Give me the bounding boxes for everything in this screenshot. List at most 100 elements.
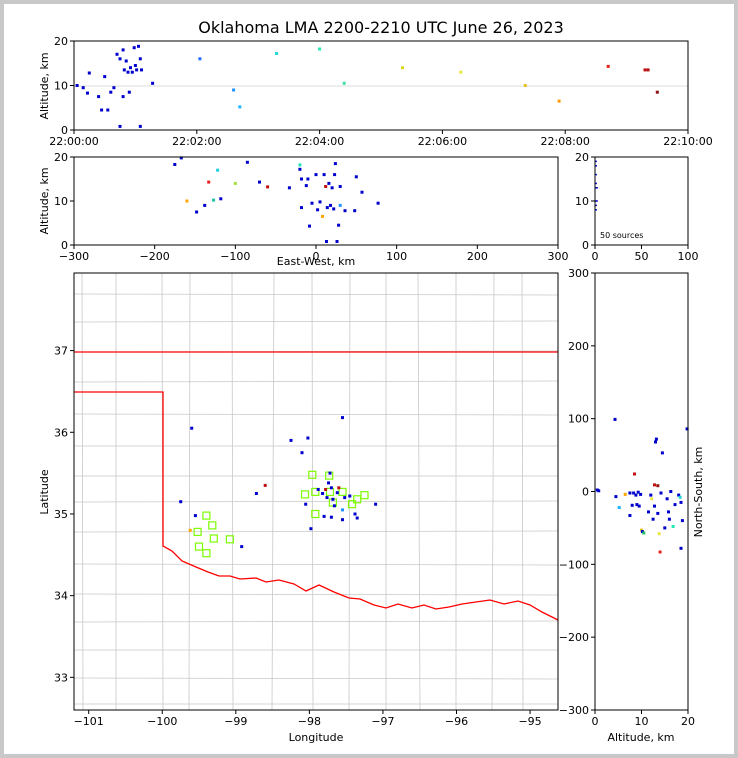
map-layer: [74, 273, 558, 710]
time-altitude-point: [606, 64, 610, 68]
plan-view-point: [348, 494, 352, 498]
county-line: [521, 273, 524, 710]
altitude-ns-point: [632, 491, 636, 495]
plan-view-point: [327, 481, 330, 485]
plan-view-ylabel: Latitude: [38, 469, 51, 515]
lma-station: [325, 487, 335, 496]
ew-altitude-point: [353, 209, 357, 213]
time-altitude-point: [133, 64, 137, 67]
time-altitude-point: [126, 70, 130, 74]
ew-altitude-point: [212, 198, 216, 202]
altitude-ns-point: [614, 495, 618, 499]
lma-station: [360, 491, 369, 500]
hist-x-tick-label: 100: [678, 250, 699, 263]
altitude-ns-y-tick-label: −200: [559, 631, 589, 644]
altitude-ns-point: [649, 493, 653, 497]
ew-altitude-point: [316, 208, 320, 212]
plan-view-point: [325, 496, 329, 500]
time-altitude-point: [130, 70, 134, 74]
ew-altitude-point: [354, 175, 358, 179]
county-line: [231, 273, 234, 710]
time-altitude-ylabel: Altitude, km: [38, 52, 51, 119]
county-line: [74, 563, 558, 566]
county-line: [74, 530, 558, 533]
time-altitude-panel: 22:00:00 22:02:00 22:04:00 22:06:00 22:08:00…: [38, 35, 713, 148]
altitude-ns-ylabel: North-South, km: [692, 447, 705, 538]
time-altitude-point: [103, 75, 107, 79]
time-altitude-point: [132, 46, 136, 50]
plan-view-point: [300, 451, 304, 455]
altitude-ns-point: [673, 503, 677, 507]
time-altitude-point: [238, 105, 242, 109]
altitude-ns-point: [650, 497, 654, 501]
ew-x-tick-label: 200: [467, 250, 488, 263]
ew-altitude-point: [216, 168, 220, 172]
time-altitude-point: [318, 47, 322, 51]
altitude-ns-point: [630, 503, 634, 507]
ew-altitude-point: [327, 181, 331, 185]
county-line: [74, 293, 558, 296]
plan-view-point: [324, 488, 328, 491]
county-line: [491, 273, 495, 710]
plan-view-point: [309, 527, 313, 531]
time-altitude-point: [106, 108, 110, 112]
plan-view-point: [355, 516, 359, 520]
time-altitude-point: [115, 52, 119, 56]
lma-station: [338, 487, 347, 496]
altitude-ns-point: [595, 488, 599, 492]
altitude-ns-point: [637, 504, 641, 508]
altitude-ns-point: [669, 490, 673, 493]
lma-station: [300, 490, 310, 499]
ew-altitude-point: [318, 200, 322, 204]
altitude-ns-point: [659, 491, 663, 495]
time-altitude-point: [121, 95, 125, 99]
time-altitude-point: [401, 66, 404, 70]
time-altitude-point: [97, 95, 101, 99]
ew-x-tick-label: 0: [313, 250, 320, 263]
time-altitude-point: [523, 84, 527, 87]
ew-altitude-point: [321, 214, 324, 218]
time-altitude-point: [138, 124, 142, 128]
longitude-tick-label: −101: [74, 715, 104, 728]
time-altitude-point: [118, 57, 122, 61]
plan-view-point: [329, 515, 333, 519]
altitude-ns-point: [635, 503, 639, 507]
altitude-ns-y-tick-label: 0: [582, 486, 589, 499]
altitude-ns-point: [667, 510, 670, 514]
lma-stations: [193, 470, 369, 558]
hist-y-tick-label: 10: [575, 195, 589, 208]
altitude-ns-point: [657, 532, 661, 536]
plan-view-point: [329, 486, 333, 490]
time-altitude-point: [87, 71, 91, 75]
county-line: [74, 413, 558, 416]
time-altitude-point: [138, 57, 142, 61]
lma-station: [225, 535, 234, 544]
altitude-ns-point: [679, 500, 683, 504]
lma-station: [311, 509, 320, 519]
altitude-ns-point: [623, 492, 627, 496]
plan-view-point: [179, 500, 183, 504]
county-line: [74, 380, 558, 383]
plan-view-point: [332, 504, 336, 508]
ew-altitude-point: [203, 203, 207, 207]
lma-station: [311, 487, 320, 496]
time-altitude-point: [140, 68, 143, 72]
ew-altitude-point: [325, 240, 328, 243]
altitude-ns-y-tick-label: 100: [568, 413, 589, 426]
altitude-ns-point: [636, 490, 640, 494]
altitude-ns-y-tick-label: −100: [559, 558, 589, 571]
longitude-tick-label: −100: [147, 715, 177, 728]
altitude-ns-point: [679, 546, 683, 550]
plan-view-point: [321, 492, 325, 495]
ew-altitude-point: [298, 167, 302, 171]
altitude-ns-point: [677, 493, 681, 497]
hist-x-tick-label: 0: [592, 250, 599, 263]
time-altitude-point: [557, 99, 561, 103]
ew-altitude-ylabel: Altitude, km: [38, 167, 51, 234]
time-axis-tick-label: 22:04:00: [295, 135, 344, 148]
altitude-ns-point: [633, 472, 636, 476]
ew-altitude-point: [329, 203, 332, 207]
ew-x-tick-label: −300: [59, 250, 89, 263]
ew-altitude-point: [332, 207, 336, 211]
plan-view-point: [343, 496, 347, 500]
